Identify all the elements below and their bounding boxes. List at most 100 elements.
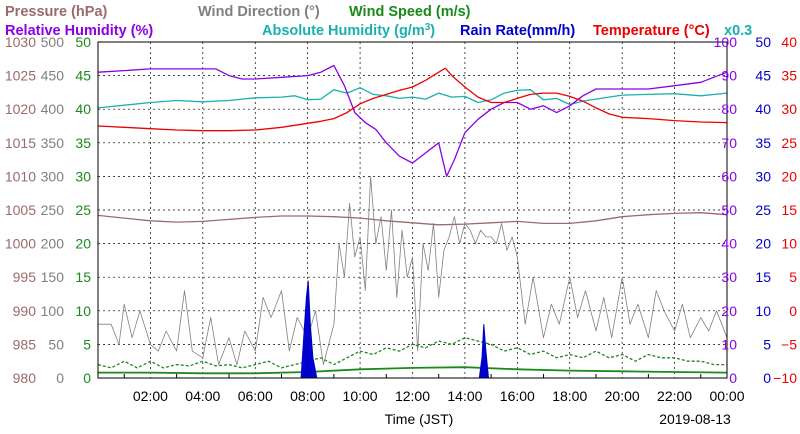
tick-label-pressure: 1000 <box>5 236 36 252</box>
tick-label-pressure: 1015 <box>5 135 36 151</box>
tick-label-temperature: 20 <box>781 168 797 184</box>
x-tick-label: 12:00 <box>395 388 430 404</box>
tick-label-rain-rate: 25 <box>755 202 771 218</box>
tick-label-wind-direction: 200 <box>41 236 65 252</box>
x-tick-label: 10:00 <box>343 388 378 404</box>
tick-label-temperature: 40 <box>781 34 797 50</box>
tick-label-pressure: 985 <box>13 336 37 352</box>
legend-item: Absolute Humidity (g/m3) <box>262 22 435 40</box>
tick-label-relative-humidity: 70 <box>721 135 737 151</box>
chart-legend: Pressure (hPa) Wind Direction (°) Wind Spe… <box>5 4 752 39</box>
tick-label-wind-direction: 50 <box>48 336 64 352</box>
tick-label-wind-speed: 15 <box>75 269 91 285</box>
series-absolute-humidity <box>97 87 728 109</box>
tick-label-rain-rate: 45 <box>755 68 771 84</box>
x-tick-label: 14:00 <box>447 388 482 404</box>
x-tick-label: 20:00 <box>605 388 640 404</box>
tick-label-wind-speed: 45 <box>75 68 91 84</box>
tick-label-rain-rate: 35 <box>755 135 771 151</box>
plot-frame <box>97 41 728 379</box>
tick-label-pressure: 1005 <box>5 202 36 218</box>
tick-label-temperature: 5 <box>789 269 797 285</box>
tick-label-temperature: 35 <box>781 68 797 84</box>
tick-label-relative-humidity: 90 <box>721 68 737 84</box>
legend-item: Wind Speed (m/s) <box>349 4 471 20</box>
tick-label-wind-direction: 100 <box>41 303 65 319</box>
tick-label-rain-rate: 20 <box>755 236 771 252</box>
tick-label-wind-speed: 50 <box>75 34 91 50</box>
tick-label-wind-direction: 150 <box>41 269 65 285</box>
x-tick-label: 00:00 <box>709 388 744 404</box>
series-rain-rate <box>300 280 318 379</box>
tick-label-wind-speed: 10 <box>75 303 91 319</box>
tick-label-relative-humidity: 100 <box>714 34 738 50</box>
tick-label-wind-direction: 450 <box>41 68 65 84</box>
tick-label-relative-humidity: 50 <box>721 202 737 218</box>
tick-label-rain-rate: 15 <box>755 269 771 285</box>
tick-label-rain-rate: 50 <box>755 34 771 50</box>
x-tick-label: 18:00 <box>552 388 587 404</box>
date-label: 2019-08-13 <box>659 411 731 427</box>
tick-label-temperature: −5 <box>781 336 797 352</box>
tick-label-wind-direction: 350 <box>41 135 65 151</box>
tick-label-wind-speed: 30 <box>75 168 91 184</box>
tick-label-relative-humidity: 40 <box>721 236 737 252</box>
tick-label-wind-direction: 300 <box>41 168 65 184</box>
tick-label-relative-humidity: 60 <box>721 168 737 184</box>
tick-label-temperature: −10 <box>773 370 797 386</box>
series-wind-direction <box>98 176 728 365</box>
tick-label-rain-rate: 10 <box>755 303 771 319</box>
x-tick-label: 02:00 <box>133 388 168 404</box>
tick-label-wind-speed: 35 <box>75 135 91 151</box>
series-pressure <box>97 212 728 226</box>
series-wind-speed <box>97 337 727 369</box>
tick-label-relative-humidity: 10 <box>721 336 737 352</box>
tick-label-rain-rate: 0 <box>763 370 771 386</box>
tick-label-rain-rate: 40 <box>755 101 771 117</box>
tick-label-wind-speed: 40 <box>75 101 91 117</box>
legend-item: Relative Humidity (%) <box>5 23 153 39</box>
tick-label-wind-direction: 400 <box>41 101 65 117</box>
series-wind-speed-avg <box>98 366 728 375</box>
tick-label-pressure: 995 <box>13 269 37 285</box>
tick-label-wind-direction: 250 <box>41 202 65 218</box>
x-tick-label: 06:00 <box>238 388 273 404</box>
tick-label-rain-rate: 30 <box>755 168 771 184</box>
tick-label-pressure: 990 <box>13 303 37 319</box>
tick-label-relative-humidity: 20 <box>721 303 737 319</box>
legend-item: Temperature (°C) <box>593 23 710 39</box>
x-tick-label: 16:00 <box>500 388 535 404</box>
scale-note: x0.3 <box>724 23 752 39</box>
tick-label-pressure: 1010 <box>5 168 36 184</box>
tick-label-temperature: 30 <box>781 101 797 117</box>
legend-item: Pressure (hPa) <box>5 4 108 20</box>
tick-label-wind-direction: 500 <box>41 34 65 50</box>
x-tick-label: 08:00 <box>290 388 325 404</box>
series-relative-humidity <box>97 64 728 178</box>
tick-label-wind-speed: 20 <box>75 236 91 252</box>
tick-label-wind-speed: 25 <box>75 202 91 218</box>
tick-label-pressure: 1020 <box>5 101 36 117</box>
tick-label-relative-humidity: 80 <box>721 101 737 117</box>
tick-label-pressure: 980 <box>13 370 37 386</box>
x-tick-label: 04:00 <box>185 388 220 404</box>
x-tick-label: 22:00 <box>657 388 692 404</box>
series-temperature <box>97 67 728 132</box>
legend-item: Wind Direction (°) <box>198 4 320 20</box>
legend-item: Rain Rate(mm/h) <box>460 23 575 39</box>
tick-label-temperature: 15 <box>781 202 797 218</box>
tick-label-wind-speed: 0 <box>83 370 91 386</box>
tick-label-wind-speed: 5 <box>83 336 91 352</box>
tick-label-temperature: 10 <box>781 236 797 252</box>
tick-label-rain-rate: 5 <box>763 336 771 352</box>
tick-label-temperature: 25 <box>781 135 797 151</box>
chart-axes: 9809859909951000100510101015102010251030… <box>5 34 797 404</box>
tick-label-relative-humidity: 0 <box>729 370 737 386</box>
tick-label-pressure: 1025 <box>5 68 36 84</box>
tick-label-wind-direction: 0 <box>56 370 64 386</box>
tick-label-relative-humidity: 30 <box>721 269 737 285</box>
tick-label-pressure: 1030 <box>5 34 36 50</box>
tick-label-temperature: 0 <box>789 303 797 319</box>
